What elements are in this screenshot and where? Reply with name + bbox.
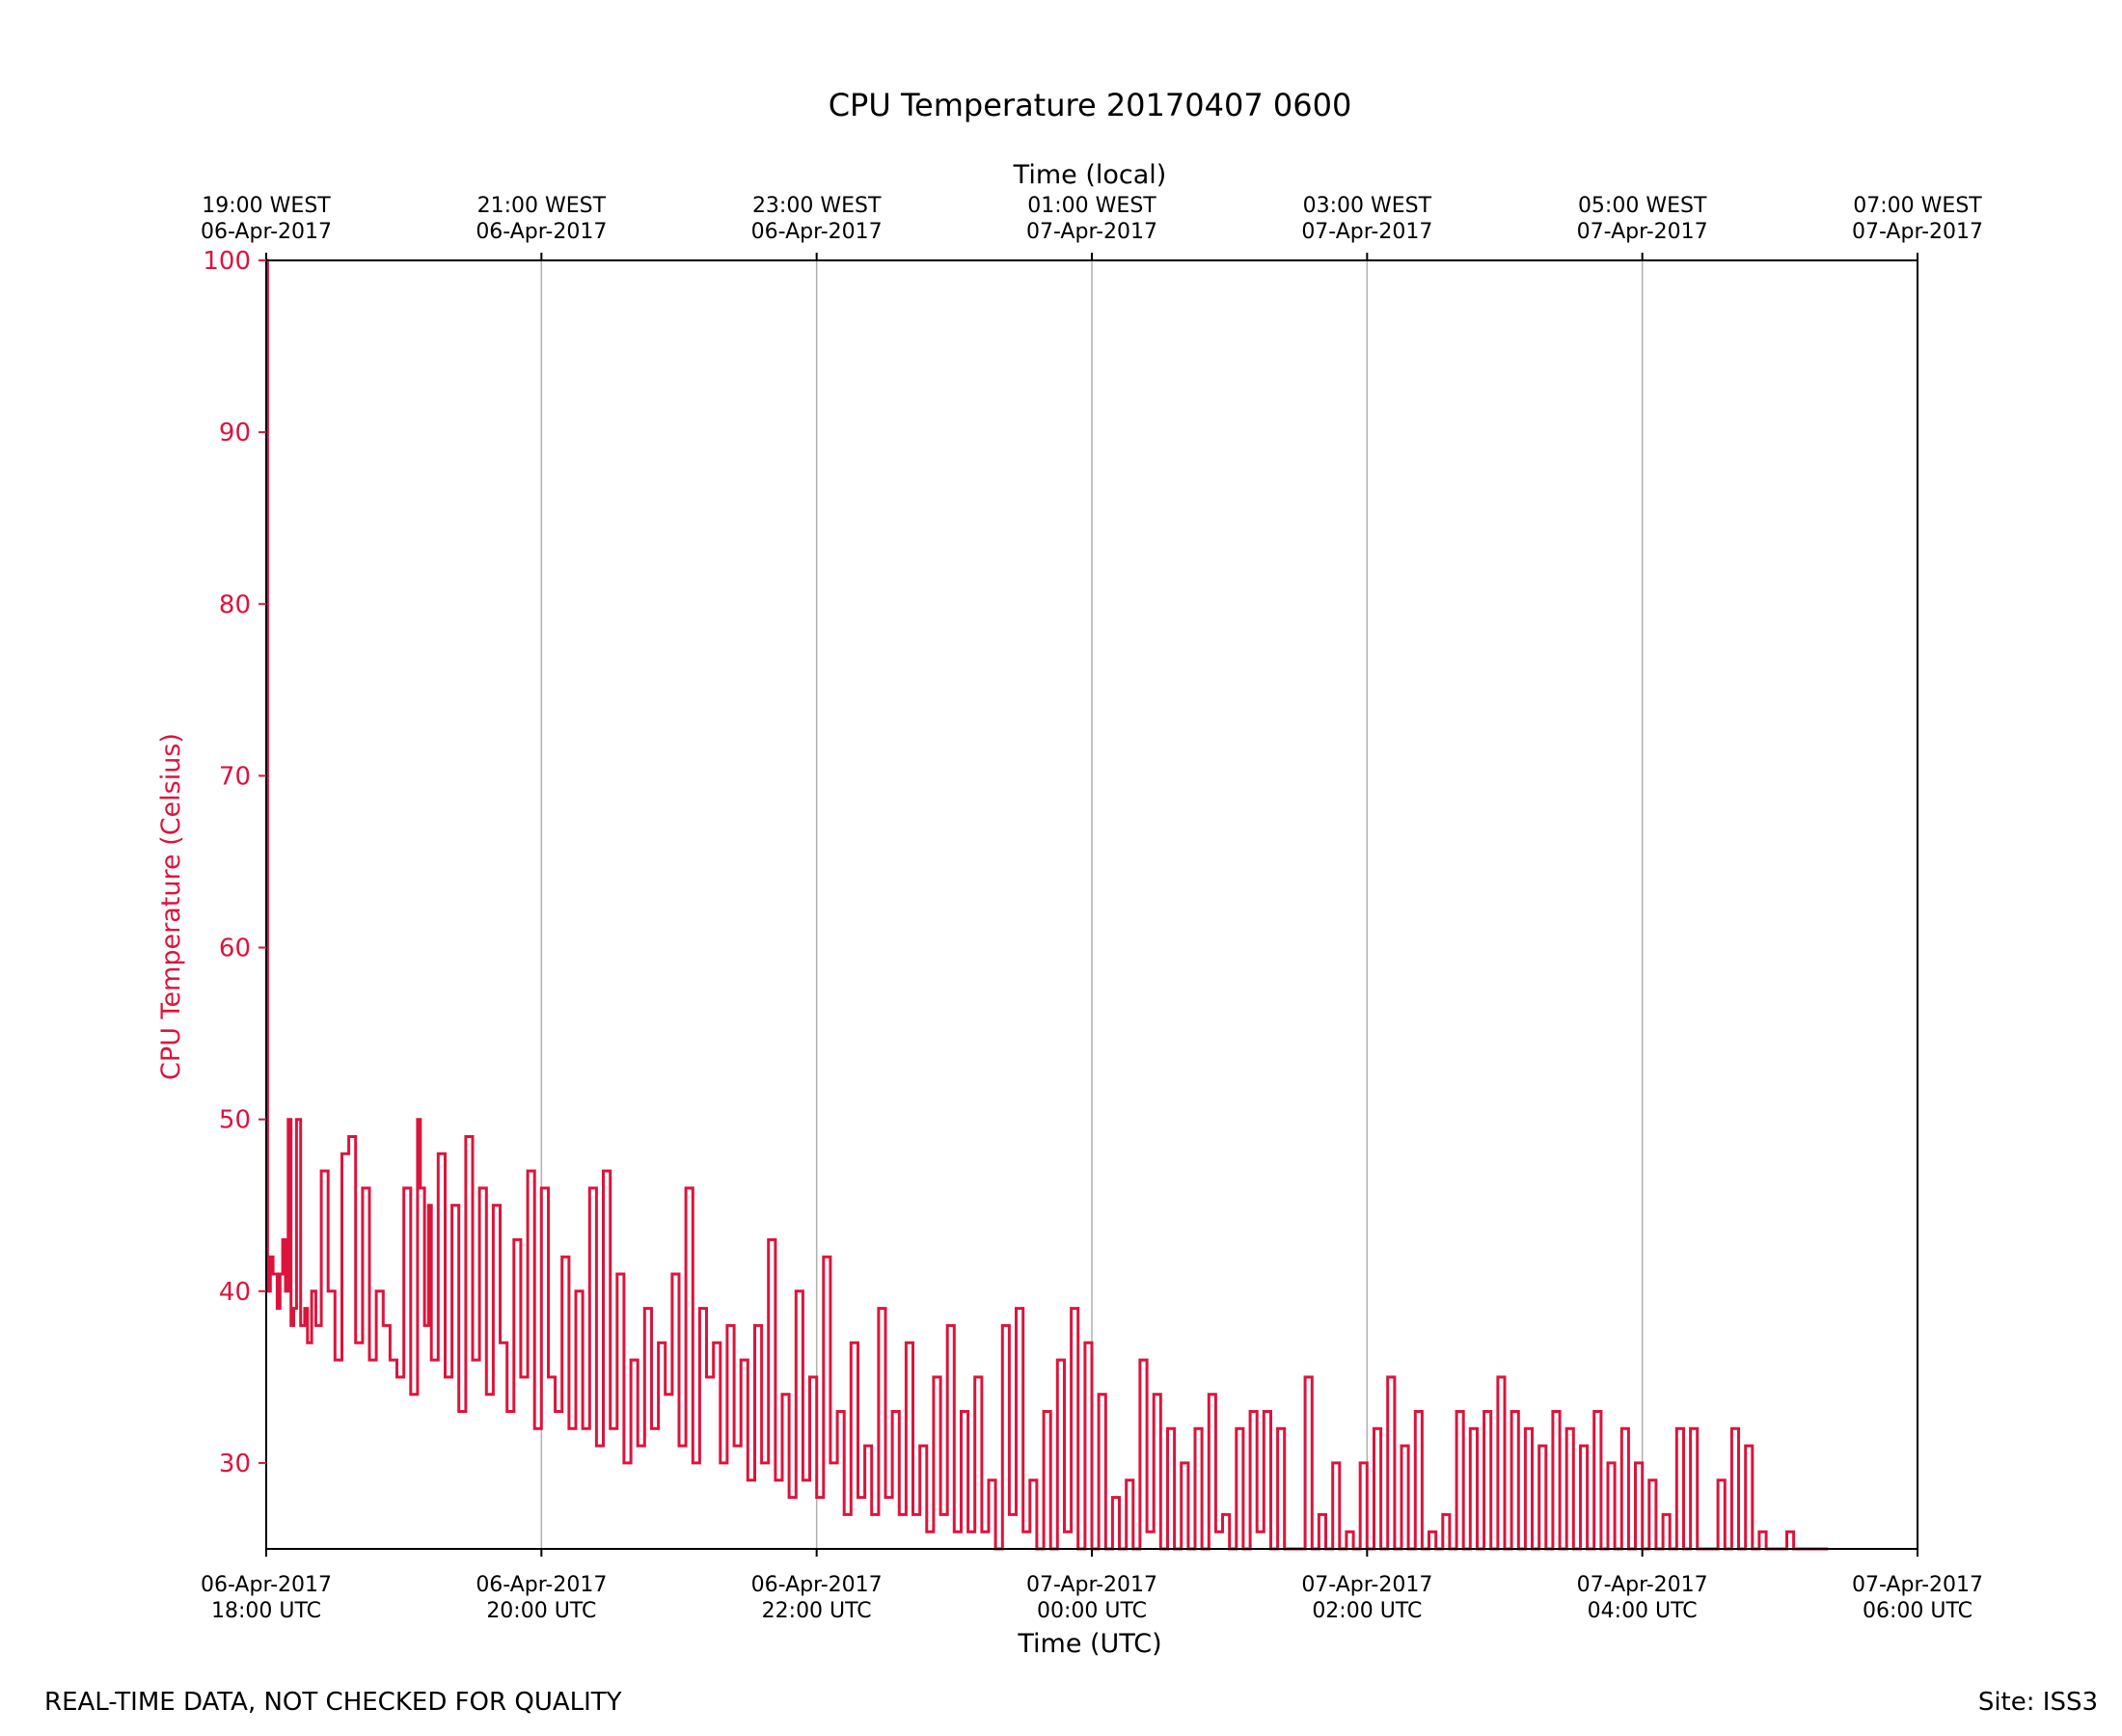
y-tick-label: 30: [219, 1450, 251, 1478]
x-tick-label-bottom-date: 06-Apr-2017: [201, 1573, 332, 1597]
x-tick-label-bottom-time: 04:00 UTC: [1588, 1599, 1698, 1623]
site-label: Site: ISS3: [1977, 1688, 2098, 1717]
x-tick-label-bottom-time: 20:00 UTC: [486, 1599, 596, 1623]
x-axis-label: Time (UTC): [1017, 1629, 1161, 1659]
x-tick-label-bottom-time: 06:00 UTC: [1863, 1599, 1972, 1623]
series-line-cpu-temperature: [265, 258, 1829, 1551]
series-layer: [265, 258, 1829, 1551]
x-tick-label-bottom-date: 07-Apr-2017: [1577, 1573, 1708, 1597]
x-tick-label-bottom-time: 18:00 UTC: [211, 1599, 321, 1623]
x-tick-label-top-time: 07:00 WEST: [1853, 194, 1982, 218]
x-tick-label-top-date: 07-Apr-2017: [1026, 220, 1157, 244]
top-axis-label: Time (local): [1013, 160, 1167, 190]
y-tick-label: 70: [219, 762, 251, 791]
x-tick-label-bottom-time: 02:00 UTC: [1312, 1599, 1422, 1623]
x-tick-label-bottom-date: 06-Apr-2017: [476, 1573, 607, 1597]
y-tick-label: 60: [219, 935, 251, 963]
x-tick-label-top-time: 19:00 WEST: [202, 194, 331, 218]
y-tick-label: 50: [219, 1106, 251, 1135]
x-tick-label-top-date: 06-Apr-2017: [201, 220, 332, 244]
x-tick-label-top-time: 01:00 WEST: [1027, 194, 1156, 218]
x-tick-label-bottom-time: 22:00 UTC: [762, 1599, 872, 1623]
chart-title: CPU Temperature 20170407 0600: [829, 87, 1352, 123]
quality-disclaimer: REAL-TIME DATA, NOT CHECKED FOR QUALITY: [44, 1688, 622, 1717]
x-tick-label-top-time: 05:00 WEST: [1578, 194, 1707, 218]
y-tick-label: 90: [219, 419, 251, 448]
x-tick-label-top-date: 07-Apr-2017: [1301, 220, 1432, 244]
x-tick-label-bottom-date: 07-Apr-2017: [1301, 1573, 1432, 1597]
y-tick-label: 80: [219, 590, 251, 619]
x-tick-label-top-date: 07-Apr-2017: [1852, 220, 1983, 244]
y-tick-label: 40: [219, 1278, 251, 1307]
y-axis-label: CPU Temperature (Celsius): [156, 733, 186, 1080]
x-tick-label-top-date: 07-Apr-2017: [1577, 220, 1708, 244]
x-tick-label-bottom-date: 07-Apr-2017: [1026, 1573, 1157, 1597]
y-tick-label: 100: [203, 247, 251, 276]
x-tick-label-top-time: 23:00 WEST: [752, 194, 882, 218]
x-tick-label-bottom-date: 06-Apr-2017: [751, 1573, 883, 1597]
x-tick-label-top-date: 06-Apr-2017: [751, 220, 883, 244]
x-tick-label-bottom-time: 00:00 UTC: [1037, 1599, 1147, 1623]
x-tick-label-top-date: 06-Apr-2017: [476, 220, 607, 244]
x-tick-label-bottom-date: 07-Apr-2017: [1852, 1573, 1983, 1597]
x-tick-label-top-time: 21:00 WEST: [477, 194, 607, 218]
x-tick-label-top-time: 03:00 WEST: [1303, 194, 1432, 218]
